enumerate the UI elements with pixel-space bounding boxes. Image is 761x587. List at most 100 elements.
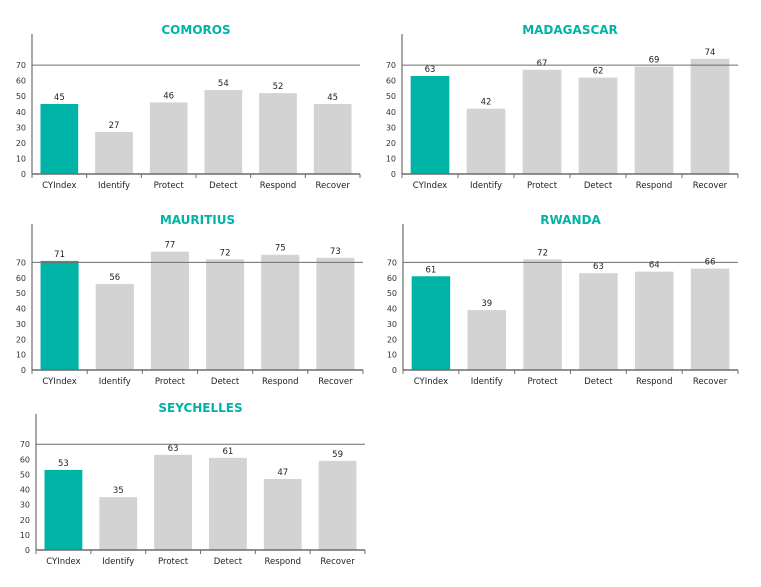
category-label: Detect <box>214 557 243 567</box>
category-label: Protect <box>158 557 189 567</box>
data-label: 56 <box>109 273 120 283</box>
category-label: Recover <box>315 181 350 191</box>
category-label: Identify <box>99 377 131 387</box>
data-label: 27 <box>109 121 120 131</box>
category-label: Detect <box>209 181 238 191</box>
bar-respond <box>261 254 300 370</box>
category-label: Identify <box>98 181 130 191</box>
data-label: 46 <box>163 91 174 101</box>
bar-detect <box>204 90 243 174</box>
bar-identify <box>99 497 138 550</box>
bar-protect <box>523 259 562 370</box>
category-label: CYIndex <box>42 181 76 191</box>
bar-recover <box>318 460 357 550</box>
data-label: 64 <box>649 261 660 271</box>
data-label: 35 <box>113 486 124 496</box>
y-tick-label: 60 <box>386 77 396 86</box>
bar-protect <box>149 102 188 174</box>
bar-respond <box>634 66 674 174</box>
y-tick-label: 10 <box>20 531 30 540</box>
data-label: 53 <box>58 459 69 469</box>
y-tick-label: 40 <box>20 486 30 495</box>
y-tick-label: 60 <box>16 77 26 86</box>
y-tick-label: 60 <box>387 274 397 283</box>
data-label: 52 <box>273 82 284 92</box>
y-tick-label: 50 <box>387 289 397 298</box>
data-label: 67 <box>537 59 548 69</box>
data-label: 59 <box>332 450 343 460</box>
category-label: Protect <box>155 377 186 387</box>
category-label: Respond <box>264 557 301 567</box>
y-tick-label: 70 <box>387 258 397 267</box>
bar-identify <box>466 108 506 174</box>
data-label: 61 <box>426 265 437 275</box>
category-label: Respond <box>636 377 673 387</box>
y-tick-label: 20 <box>16 335 26 344</box>
category-label: Protect <box>527 181 558 191</box>
category-label: Recover <box>320 557 355 567</box>
y-tick-label: 10 <box>386 154 396 163</box>
bar-detect <box>578 77 618 174</box>
data-label: 45 <box>54 93 65 103</box>
bar-cyindex <box>40 104 79 174</box>
data-label: 73 <box>330 247 341 257</box>
bar-respond <box>263 478 302 550</box>
chart-seychelles: SEYCHELLES 0 10 20 30 40 50 60 70 53 CYIndex 35 Iden… <box>20 401 366 567</box>
bar-recover <box>690 58 730 175</box>
y-tick-label: 60 <box>20 455 30 464</box>
data-label: 54 <box>218 79 229 89</box>
y-tick-label: 60 <box>16 274 26 283</box>
category-label: CYIndex <box>413 181 447 191</box>
bar-protect <box>522 69 562 174</box>
bar-protect <box>154 454 193 550</box>
bar-detect <box>208 457 247 550</box>
chart-comoros: COMOROS 0 10 20 30 40 50 60 70 45 CYIndex 27 Identif… <box>16 23 361 191</box>
y-tick-label: 50 <box>386 92 396 101</box>
bar-protect <box>150 251 189 370</box>
category-label: Protect <box>154 181 185 191</box>
bar-detect <box>206 259 245 370</box>
y-tick-label: 0 <box>21 366 26 375</box>
category-label: Respond <box>262 377 299 387</box>
chart-title: RWANDA <box>540 213 601 227</box>
category-label: CYIndex <box>414 377 448 387</box>
data-label: 63 <box>425 65 436 75</box>
y-tick-label: 0 <box>25 546 30 555</box>
y-tick-label: 30 <box>20 501 30 510</box>
data-label: 71 <box>54 250 65 260</box>
y-tick-label: 30 <box>16 123 26 132</box>
y-tick-label: 50 <box>20 470 30 479</box>
category-label: Detect <box>584 181 613 191</box>
bar-identify <box>95 283 134 370</box>
y-tick-label: 0 <box>392 366 397 375</box>
category-label: Respond <box>636 181 673 191</box>
bar-respond <box>259 93 297 174</box>
y-tick-label: 40 <box>386 108 396 117</box>
chart-title: COMOROS <box>161 23 230 37</box>
y-tick-label: 10 <box>387 351 397 360</box>
data-label: 39 <box>481 299 492 309</box>
bar-recover <box>316 257 355 370</box>
data-label: 47 <box>277 468 288 478</box>
y-tick-label: 20 <box>386 139 396 148</box>
y-tick-label: 30 <box>387 320 397 329</box>
category-label: Protect <box>528 377 559 387</box>
data-label: 72 <box>220 248 231 258</box>
y-tick-label: 70 <box>386 61 396 70</box>
y-tick-label: 20 <box>387 335 397 344</box>
y-tick-label: 40 <box>387 305 397 314</box>
chart-madagascar: MADAGASCAR 0 10 20 30 40 50 60 70 63 CYIndex 42 Iden… <box>386 23 739 191</box>
bar-cyindex <box>410 76 450 174</box>
y-tick-label: 30 <box>386 123 396 132</box>
y-tick-label: 40 <box>16 108 26 117</box>
category-label: Detect <box>211 377 240 387</box>
category-label: Identify <box>102 557 134 567</box>
chart-title: MADAGASCAR <box>522 23 618 37</box>
data-label: 72 <box>537 248 548 258</box>
y-tick-label: 40 <box>16 305 26 314</box>
data-label: 62 <box>593 67 604 77</box>
chart-mauritius: MAURITIUS 0 10 20 30 40 50 60 70 71 CYIndex 56 Ident… <box>16 213 364 387</box>
category-label: Recover <box>318 377 353 387</box>
bar-recover <box>690 268 730 370</box>
chart-title: MAURITIUS <box>160 213 235 227</box>
